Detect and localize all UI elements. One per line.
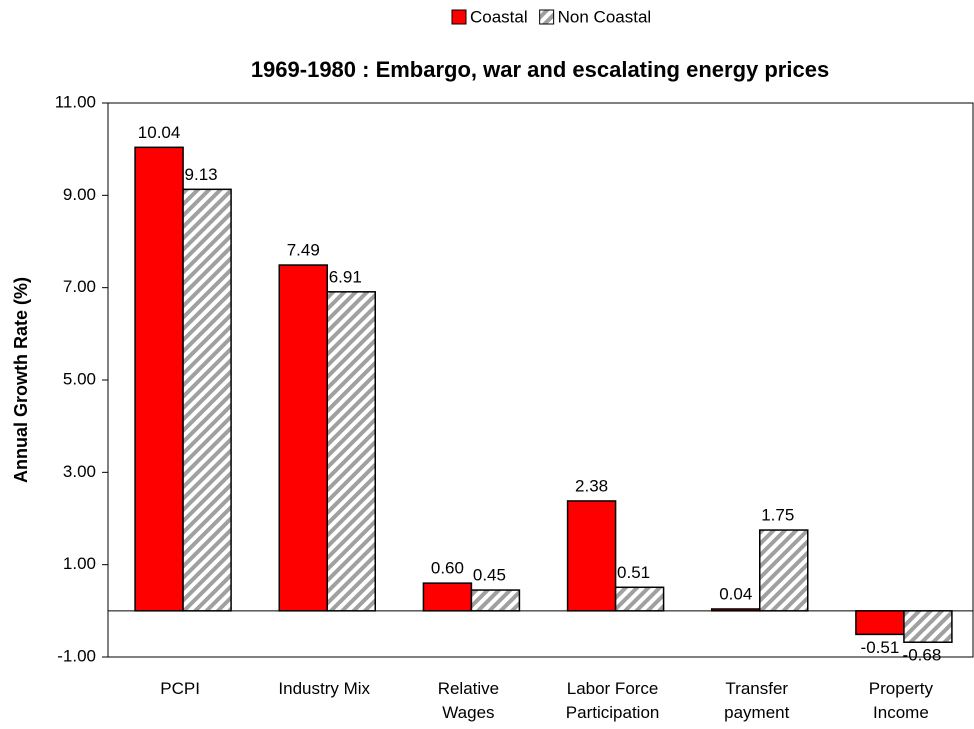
bar [566, 500, 617, 612]
value-label: 10.04 [138, 123, 181, 142]
y-tick-label: 7.00 [63, 277, 96, 296]
bar [711, 608, 761, 612]
value-label: 6.91 [329, 267, 362, 286]
y-axis-label: Annual Growth Rate (%) [11, 277, 31, 483]
y-tick-label: 9.00 [63, 185, 96, 204]
x-tick-label: Relative Wages [437, 679, 500, 722]
x-tick-label: Transfer payment [724, 679, 790, 722]
legend-label: Non Coastal [558, 7, 652, 26]
bar [422, 582, 473, 612]
plot-border [107, 102, 974, 658]
bar [134, 146, 184, 612]
bar [278, 264, 328, 612]
value-label: 0.45 [473, 566, 506, 585]
x-tick-label: PCPI [160, 679, 200, 698]
value-label: 9.13 [185, 165, 218, 184]
chart-title: 1969-1980 : Embargo, war and escalating … [251, 57, 829, 82]
y-tick-label: -1.00 [57, 646, 96, 665]
y-tick-label: 11.00 [55, 92, 96, 111]
bar [614, 586, 665, 612]
value-label: 0.60 [431, 559, 464, 578]
legend-swatch [451, 9, 467, 25]
bar [326, 291, 376, 612]
value-label: 7.49 [287, 241, 320, 260]
value-label: -0.68 [903, 646, 942, 665]
bar [182, 188, 232, 612]
y-tick-label: 3.00 [63, 462, 96, 481]
value-label: 0.51 [617, 563, 650, 582]
x-tick-label: Labor Force Participation [565, 679, 660, 722]
value-label: 2.38 [575, 476, 608, 495]
y-tick-label: 1.00 [63, 554, 96, 573]
x-tick-label: Property Income [868, 679, 934, 722]
y-tick-label: 5.00 [63, 369, 96, 388]
bar [855, 610, 905, 636]
value-label: -0.51 [861, 638, 900, 657]
x-tick-label: Industry Mix [278, 679, 371, 698]
value-label: 0.04 [719, 584, 752, 603]
bar [759, 529, 809, 612]
legend-swatch [539, 9, 555, 25]
bar [903, 610, 953, 643]
bar [470, 589, 521, 612]
value-label: 1.75 [761, 506, 794, 525]
legend-label: Coastal [470, 7, 528, 26]
